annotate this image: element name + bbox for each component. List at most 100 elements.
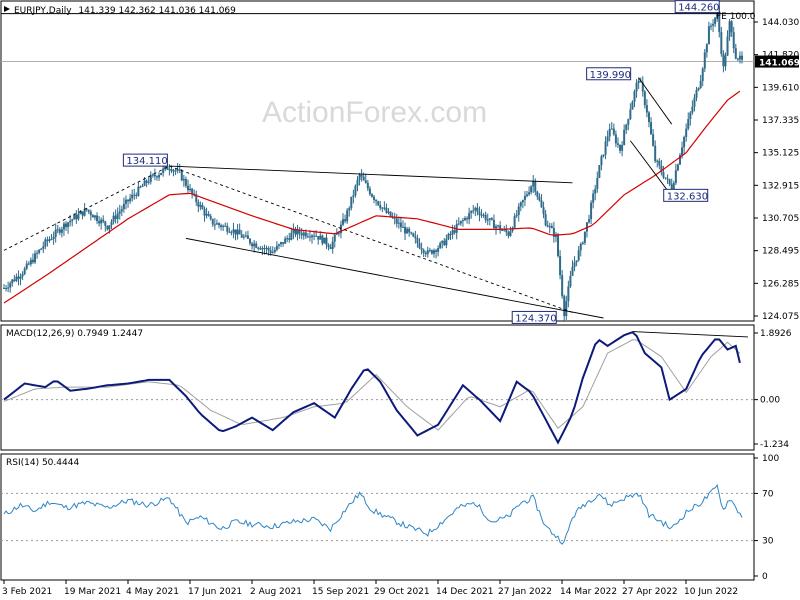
candle-body — [664, 177, 667, 179]
candle-body — [79, 211, 82, 215]
candle-body — [164, 165, 167, 169]
candle-body — [354, 185, 357, 196]
candle-body — [375, 199, 378, 202]
candle-body — [484, 214, 487, 221]
candle-body — [621, 144, 624, 151]
x-tick-label: 17 Jun 2021 — [188, 587, 242, 597]
candle-body — [296, 229, 299, 235]
candle-body — [269, 250, 272, 253]
candle-body — [186, 185, 189, 191]
candle-body — [5, 288, 8, 290]
candle-body — [627, 119, 630, 125]
price-y-tick-label: 130.705 — [762, 214, 799, 224]
candle-body — [321, 235, 324, 244]
candle-body — [548, 226, 551, 228]
candle-body — [137, 186, 140, 196]
candle-body — [668, 179, 671, 185]
candle-body — [93, 215, 96, 218]
candle-body — [726, 36, 729, 56]
candle-body — [666, 178, 669, 180]
candle-body — [381, 207, 384, 209]
candle-body — [418, 243, 421, 249]
candle-body — [544, 214, 547, 226]
candle-body — [550, 226, 553, 229]
candle-body — [383, 207, 386, 209]
trendline — [638, 77, 673, 125]
candle-body — [490, 218, 493, 220]
candle-body — [15, 276, 18, 281]
candle-body — [259, 248, 262, 250]
candle-body — [325, 237, 328, 245]
candle-body — [176, 169, 179, 171]
candle-body — [304, 232, 307, 237]
candle-body — [339, 224, 342, 234]
price-y-tick-label: 135.125 — [762, 149, 799, 159]
level-label-box — [122, 153, 168, 167]
candle-body — [34, 253, 37, 263]
candle-body — [133, 194, 136, 196]
candle-body — [486, 219, 489, 221]
candle-body — [424, 252, 427, 255]
candle-body — [736, 58, 739, 60]
candle-body — [31, 259, 34, 263]
candle-body — [114, 215, 117, 219]
candle-body — [251, 243, 254, 247]
candle-body — [73, 214, 76, 220]
candle-body — [389, 211, 392, 217]
candle-body — [42, 246, 45, 249]
candle-body — [284, 238, 287, 244]
candle-body — [430, 250, 433, 254]
candle-body — [619, 144, 622, 151]
candle-body — [215, 223, 218, 225]
candle-body — [585, 222, 588, 232]
candle-body — [511, 227, 514, 231]
candle-body — [67, 222, 70, 228]
candle-body — [635, 82, 638, 92]
candle-body — [639, 80, 642, 83]
candle-body — [184, 178, 187, 186]
candle-body — [96, 215, 99, 222]
rsi-y-tick-label: 0 — [762, 572, 768, 582]
candle-body — [288, 238, 291, 240]
candle-body — [565, 301, 568, 317]
candle-body — [46, 239, 49, 241]
candle-body — [645, 105, 648, 113]
current-price-label: 141.069 — [759, 59, 800, 69]
candle-body — [416, 238, 419, 244]
candle-body — [54, 229, 57, 237]
candle-body — [174, 170, 177, 172]
level-label: 124.370 — [515, 313, 556, 324]
candle-body — [602, 154, 605, 157]
candle-body — [435, 250, 438, 252]
x-tick-label: 3 Feb 2021 — [2, 587, 52, 597]
candle-body — [217, 223, 220, 226]
candle-body — [286, 238, 289, 240]
candle-body — [569, 275, 572, 287]
current-price-box — [755, 55, 799, 68]
level-label-box — [663, 188, 709, 202]
candle-body — [98, 221, 101, 224]
candle-body — [277, 244, 280, 246]
candle-body — [517, 206, 520, 216]
candle-body — [594, 188, 597, 194]
candle-body — [311, 235, 314, 238]
candle-body — [629, 109, 632, 120]
candle-body — [722, 53, 725, 67]
candle-body — [474, 207, 477, 211]
candle-body — [738, 55, 741, 60]
candle-body — [654, 145, 657, 162]
candle-body — [100, 219, 103, 224]
candle-body — [83, 208, 86, 216]
candle-body — [652, 134, 655, 146]
candle-body — [705, 44, 708, 53]
rsi-y-tick-label: 30 — [762, 537, 774, 547]
candle-body — [298, 229, 301, 234]
candle-body — [249, 238, 251, 244]
candle-body — [294, 228, 297, 235]
candle-body — [238, 229, 241, 235]
candle-body — [7, 287, 10, 289]
candle-body — [687, 119, 690, 129]
macd-trendline — [632, 331, 749, 338]
candle-body — [377, 201, 380, 205]
candle-body — [656, 160, 659, 162]
